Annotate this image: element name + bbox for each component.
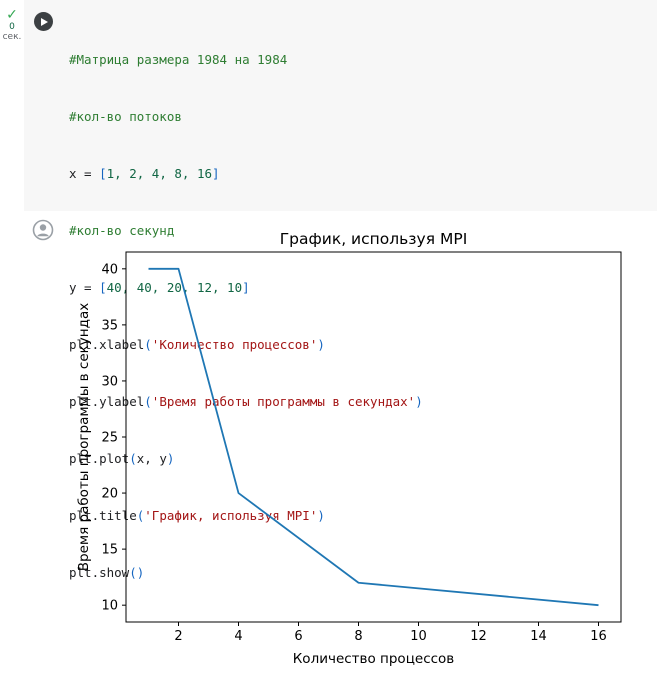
code-line: plt.show() xyxy=(69,565,145,580)
code-line: x = [1, 2, 4, 8, 16] xyxy=(69,166,220,181)
y-tick-label: 20 xyxy=(101,487,118,502)
x-tick-label: 8 xyxy=(354,629,362,644)
execution-status: ✓ 0 сек. xyxy=(0,8,24,42)
plot-title: График, используя MPI xyxy=(280,230,468,248)
execution-seconds: 0 xyxy=(9,22,15,32)
x-tick-label: 12 xyxy=(470,629,487,644)
execution-unit: сек. xyxy=(2,32,22,42)
play-icon xyxy=(41,17,48,26)
y-tick-label: 40 xyxy=(101,262,118,277)
check-icon: ✓ xyxy=(6,7,18,23)
x-tick-label: 6 xyxy=(294,629,302,644)
code-line: plt.title('График, используя MPI') xyxy=(69,508,325,523)
y-tick-label: 25 xyxy=(101,431,118,446)
code-line: #кол-во потоков xyxy=(69,109,182,124)
output-plot: 2 4 6 8 10 12 14 16 10 15 20 25 30 35 40 График, исполь… xyxy=(76,230,622,667)
code-line: plt.plot(x, y) xyxy=(69,451,175,466)
code-line: #кол-во секунд xyxy=(69,223,175,238)
x-tick-label: 4 xyxy=(234,629,242,644)
code-line: #Матрица размера 1984 на 1984 xyxy=(69,52,288,67)
x-tick-label: 16 xyxy=(590,629,607,644)
code-line: plt.xlabel('Количество процессов') xyxy=(69,337,325,352)
y-tick-label: 30 xyxy=(101,374,118,389)
y-axis-label: Время работы программы в секундах xyxy=(76,303,92,571)
x-tick-label: 10 xyxy=(410,629,427,644)
y-tick-label: 15 xyxy=(101,543,118,558)
plot-axes-frame xyxy=(125,251,622,623)
cell-gutter: ✓ 0 сек. xyxy=(0,0,24,673)
series-line xyxy=(148,267,599,607)
y-tick-label: 10 xyxy=(101,599,118,614)
x-axis-label: Количество процессов xyxy=(293,651,455,667)
x-tick-label: 2 xyxy=(174,629,182,644)
code-cell[interactable] xyxy=(24,0,657,211)
code-editor[interactable]: #Матрица размера 1984 на 1984 #кол-во по… xyxy=(69,12,423,601)
user-avatar-icon[interactable] xyxy=(32,219,54,241)
code-line: y = [40, 40, 20, 12, 10] xyxy=(69,280,250,295)
code-line: plt.ylabel('Время работы программы в сек… xyxy=(69,394,423,409)
x-tick-label: 14 xyxy=(530,629,547,644)
y-tick-label: 35 xyxy=(101,318,118,333)
run-cell-button[interactable] xyxy=(34,12,53,31)
